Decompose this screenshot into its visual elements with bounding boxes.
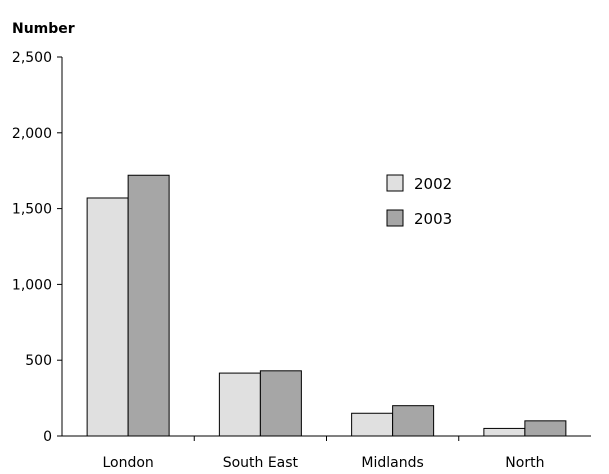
bar-2002-north <box>483 427 526 437</box>
y-tick-label: 1,000 <box>12 277 52 293</box>
y-ticks: 0 500 1,000 1,500 2,000 2,500 <box>12 50 62 445</box>
x-category-label: North <box>505 455 544 470</box>
legend-swatch-2002 <box>386 174 404 192</box>
legend: 2002 2003 <box>386 174 452 228</box>
category-labels: London South East Midlands North <box>102 455 544 471</box>
bars <box>86 174 567 437</box>
bar-2002-midlands <box>351 412 394 437</box>
bar-2003-midlands <box>392 405 435 437</box>
legend-label-2002: 2002 <box>414 175 452 193</box>
legend-swatch-2003 <box>386 209 404 227</box>
y-tick-label: 2,000 <box>12 126 52 142</box>
bar-2003-south-east <box>259 370 302 437</box>
axes <box>61 57 591 441</box>
y-tick-label: 0 <box>43 429 52 445</box>
x-category-label: London <box>102 455 153 470</box>
y-tick-label: 2,500 <box>12 50 52 66</box>
x-category-label: Midlands <box>361 455 423 470</box>
y-axis-label: Number <box>12 21 75 37</box>
bar-2003-london <box>127 174 170 437</box>
bar-2003-north <box>524 420 567 437</box>
bar-2002-london <box>86 197 129 437</box>
legend-label-2003: 2003 <box>414 210 452 228</box>
y-tick-label: 1,500 <box>12 202 52 218</box>
bar-2002-south-east <box>218 372 261 437</box>
x-category-label: South East <box>223 455 299 470</box>
y-tick-label: 500 <box>25 353 52 369</box>
